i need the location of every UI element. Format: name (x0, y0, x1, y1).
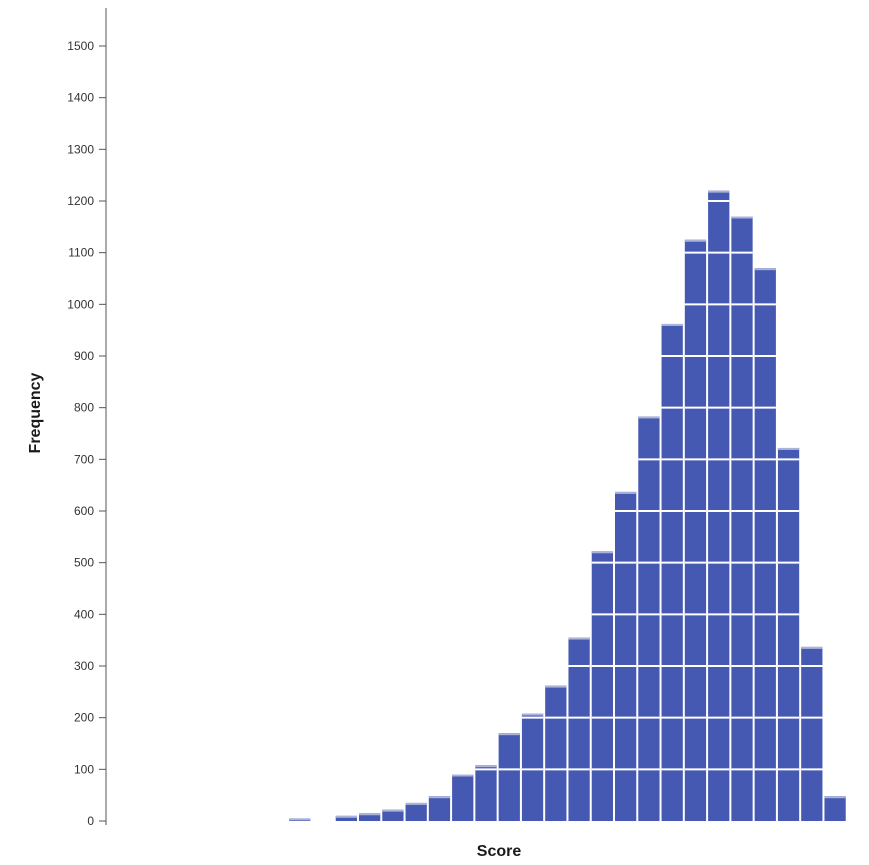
bar-fill (359, 813, 381, 821)
histogram-bar (731, 216, 753, 821)
bar-fill (777, 447, 800, 821)
histogram-bar (359, 813, 381, 821)
bar-fill (382, 809, 404, 821)
x-axis-title: Score (477, 843, 522, 860)
bar-fill (498, 733, 520, 821)
bar-fill (335, 815, 357, 821)
bar-fill (731, 216, 753, 821)
bar-fill (475, 765, 497, 821)
bar-top-edge (708, 190, 730, 193)
histogram-bar (335, 815, 357, 821)
bar-fill (801, 646, 823, 821)
bar-top-edge (382, 809, 404, 812)
y-tick-label: 700 (74, 452, 94, 466)
histogram-bar (568, 637, 590, 821)
y-tick-label: 1300 (67, 142, 94, 156)
histogram-bar (754, 268, 776, 822)
bar-fill (521, 713, 544, 821)
y-tick-label: 1500 (67, 39, 94, 53)
y-tick-label: 600 (74, 504, 94, 518)
histogram-bar (638, 416, 660, 821)
histogram-bar (521, 713, 544, 821)
y-tick-label: 1000 (67, 297, 94, 311)
bar-top-edge (777, 447, 800, 450)
bar-fill (638, 416, 660, 821)
histogram-bar (708, 190, 730, 821)
y-tick-label: 300 (74, 659, 94, 673)
bar-top-edge (638, 416, 660, 419)
histogram-bar (498, 733, 520, 821)
y-tick-label: 900 (74, 349, 94, 363)
bar-fill (708, 190, 730, 821)
histogram-bar (475, 765, 497, 821)
bar-fill (545, 685, 567, 821)
y-axis-title: Frequency (27, 372, 44, 453)
y-tick-label: 100 (74, 762, 94, 776)
bar-fill (615, 491, 637, 821)
y-tick-label: 1100 (68, 246, 94, 260)
bar-fill (452, 774, 474, 821)
bar-fill (824, 796, 846, 821)
histogram-bar (591, 551, 613, 821)
bar-fill (661, 323, 683, 821)
histogram-bar (824, 796, 846, 821)
bar-top-edge (731, 216, 753, 219)
y-tick-label: 200 (74, 711, 94, 725)
bar-top-edge (661, 323, 683, 326)
histogram-bar (661, 323, 683, 821)
bar-top-edge (591, 551, 613, 554)
bar-top-edge (615, 491, 637, 494)
bar-top-edge (824, 796, 846, 799)
bar-fill (684, 239, 707, 821)
y-tick-label: 0 (87, 814, 94, 828)
histogram-bar (289, 818, 311, 821)
bar-group (289, 190, 846, 822)
bar-top-edge (335, 815, 357, 818)
bar-top-edge (475, 765, 497, 768)
bar-top-edge (754, 268, 776, 271)
histogram-bar (428, 796, 451, 821)
bar-top-edge (289, 818, 311, 821)
bar-fill (568, 637, 590, 821)
bar-top-edge (452, 774, 474, 777)
bar-fill (591, 551, 613, 821)
y-tick-label: 1400 (67, 91, 94, 105)
y-tick-label: 500 (74, 556, 94, 570)
bar-top-edge (428, 796, 451, 799)
histogram-bar (777, 447, 800, 821)
histogram-bar (801, 646, 823, 821)
histogram-bar (684, 239, 707, 821)
y-tick-label: 1200 (67, 194, 94, 208)
bar-fill (405, 802, 427, 821)
histogram-bar (405, 802, 427, 821)
y-tick-label: 400 (74, 607, 94, 621)
y-tick-label: 800 (74, 401, 94, 415)
bar-top-edge (684, 239, 707, 242)
histogram-bar (452, 774, 474, 821)
histogram-bar (382, 809, 404, 821)
bar-fill (428, 796, 451, 821)
bar-top-edge (359, 813, 381, 816)
bar-top-edge (801, 646, 823, 649)
y-axis-ticks: 0 100 200 300 400 500 600 700 800 900 1000 1100 1200… (67, 39, 106, 828)
bar-top-edge (521, 713, 544, 716)
bar-top-edge (545, 685, 567, 688)
bar-fill (754, 268, 776, 822)
bar-top-edge (405, 802, 427, 805)
bar-top-edge (498, 733, 520, 736)
bar-top-edge (568, 637, 590, 640)
histogram-bar (615, 491, 637, 821)
histogram-bar (545, 685, 567, 821)
